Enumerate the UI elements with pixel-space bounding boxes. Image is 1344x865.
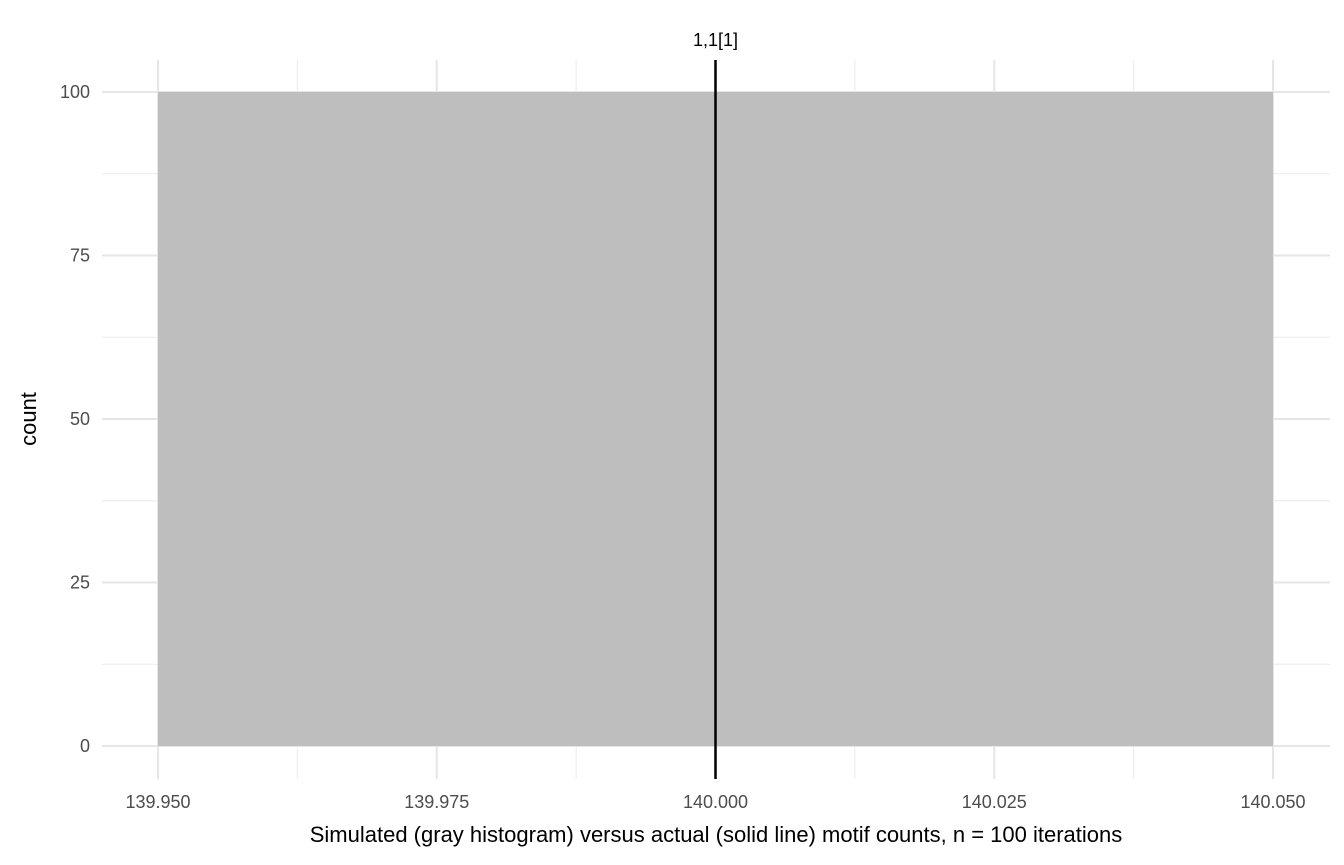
y-axis-tick-labels: 0 25 50 75 100: [60, 82, 90, 756]
x-tick-label: 140.025: [962, 792, 1027, 812]
x-tick-label: 139.975: [404, 792, 469, 812]
x-tick-label: 139.950: [125, 792, 190, 812]
y-axis-title: count: [16, 392, 41, 446]
y-tick-label: 50: [70, 409, 90, 429]
reference-line-group: 1,1[1]: [693, 30, 738, 779]
x-axis-title: Simulated (gray histogram) versus actual…: [310, 822, 1123, 847]
y-tick-label: 25: [70, 573, 90, 593]
y-tick-label: 100: [60, 82, 90, 102]
x-axis-tick-labels: 139.950 139.975 140.000 140.025 140.050: [125, 792, 1305, 812]
y-tick-label: 0: [80, 736, 90, 756]
x-tick-label: 140.050: [1240, 792, 1305, 812]
reference-line-label: 1,1[1]: [693, 30, 738, 50]
y-tick-label: 75: [70, 246, 90, 266]
x-tick-label: 140.000: [683, 792, 748, 812]
